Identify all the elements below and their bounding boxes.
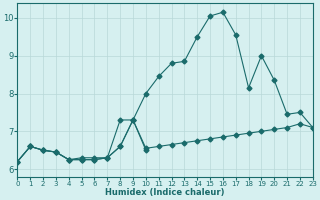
X-axis label: Humidex (Indice chaleur): Humidex (Indice chaleur) [105, 188, 225, 197]
